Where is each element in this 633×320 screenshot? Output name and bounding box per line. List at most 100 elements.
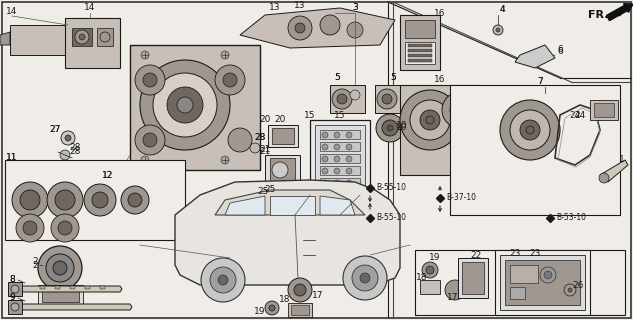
Circle shape (350, 90, 360, 100)
Text: 2: 2 (32, 258, 38, 267)
Text: 27: 27 (49, 125, 61, 134)
Text: 12: 12 (103, 171, 114, 180)
Bar (375, 85, 410, 113)
Bar (272, 128, 294, 144)
Text: 5: 5 (334, 74, 340, 83)
Bar (320, 130, 360, 139)
Circle shape (422, 262, 438, 278)
Text: B-37-10: B-37-10 (446, 194, 476, 203)
Bar (5, 160, 185, 240)
Circle shape (295, 23, 305, 33)
Text: 8: 8 (9, 276, 15, 284)
Text: 23: 23 (510, 249, 521, 258)
Text: 3: 3 (352, 4, 358, 12)
Text: 3: 3 (352, 4, 358, 12)
Bar (458, 258, 488, 298)
Bar (510, 265, 538, 283)
Circle shape (218, 275, 228, 285)
Circle shape (442, 92, 478, 128)
Text: 12: 12 (103, 171, 114, 180)
Bar (288, 303, 312, 317)
Bar (505, 260, 580, 305)
Circle shape (322, 156, 328, 162)
Circle shape (140, 60, 230, 150)
Bar (500, 255, 585, 310)
Bar (408, 54, 432, 57)
Text: 10: 10 (396, 121, 408, 130)
Bar (291, 305, 309, 315)
Bar (275, 192, 297, 210)
Bar (408, 59, 432, 62)
Text: 25: 25 (257, 188, 268, 196)
Bar (38, 285, 83, 305)
Circle shape (510, 110, 550, 150)
Text: 7: 7 (537, 77, 543, 86)
Bar (315, 125, 365, 195)
Text: 2: 2 (32, 260, 38, 269)
Bar (408, 49, 432, 52)
Text: 5: 5 (390, 74, 396, 83)
Circle shape (294, 284, 306, 296)
Text: 19: 19 (254, 308, 266, 316)
Text: 27: 27 (49, 125, 61, 134)
Circle shape (520, 120, 540, 140)
Polygon shape (270, 196, 315, 215)
Bar (408, 44, 432, 47)
Text: 23: 23 (529, 249, 541, 258)
Polygon shape (400, 85, 480, 175)
Text: 16: 16 (434, 76, 446, 84)
Text: 9: 9 (9, 293, 15, 302)
Circle shape (332, 89, 352, 109)
Circle shape (346, 132, 352, 138)
Circle shape (51, 214, 79, 242)
Text: 9: 9 (9, 293, 15, 302)
Circle shape (223, 73, 237, 87)
Text: 21: 21 (260, 146, 271, 155)
Circle shape (450, 100, 470, 120)
Bar (400, 15, 440, 70)
Circle shape (387, 125, 393, 131)
Circle shape (16, 214, 44, 242)
Text: 4: 4 (499, 5, 505, 14)
Circle shape (53, 261, 67, 275)
Circle shape (61, 131, 75, 145)
Text: 24: 24 (569, 110, 580, 119)
Circle shape (79, 34, 85, 40)
Circle shape (84, 184, 116, 216)
Text: 7: 7 (537, 77, 543, 86)
Bar (320, 166, 360, 175)
Polygon shape (8, 300, 22, 314)
Circle shape (167, 87, 203, 123)
Bar (265, 155, 300, 185)
Circle shape (153, 73, 217, 137)
Bar (72, 28, 92, 46)
Polygon shape (320, 196, 355, 215)
Text: 28: 28 (254, 133, 266, 142)
Circle shape (65, 135, 71, 141)
Polygon shape (215, 190, 365, 215)
Polygon shape (515, 45, 555, 68)
Circle shape (337, 94, 347, 104)
Bar (320, 154, 360, 163)
Bar (590, 100, 618, 120)
Bar (268, 125, 298, 147)
Circle shape (11, 285, 19, 293)
Text: 20: 20 (274, 116, 285, 124)
Circle shape (23, 221, 37, 235)
Circle shape (55, 190, 75, 210)
Circle shape (346, 144, 352, 150)
Text: 4: 4 (499, 5, 505, 14)
Circle shape (346, 156, 352, 162)
Bar (100, 286, 105, 289)
Circle shape (599, 173, 609, 183)
Circle shape (100, 32, 110, 42)
Text: 14: 14 (6, 7, 18, 17)
Circle shape (135, 125, 165, 155)
Circle shape (526, 126, 534, 134)
Text: 26: 26 (572, 281, 584, 290)
Text: 15: 15 (304, 110, 316, 119)
Text: 6: 6 (557, 45, 563, 54)
Circle shape (322, 180, 328, 186)
Text: 17: 17 (448, 293, 459, 302)
Bar (40, 286, 45, 289)
